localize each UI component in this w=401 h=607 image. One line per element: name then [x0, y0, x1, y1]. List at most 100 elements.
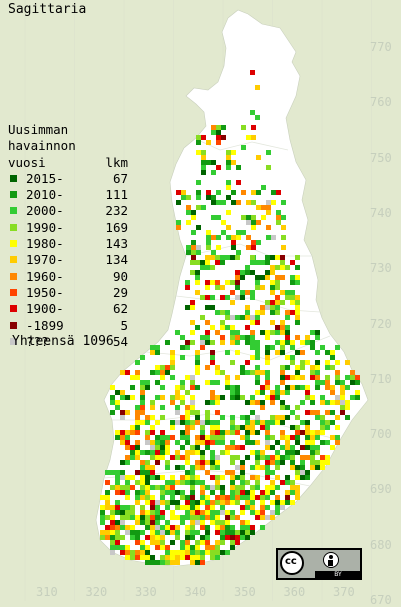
observation-cell: [140, 450, 145, 455]
observation-cell: [240, 335, 245, 340]
observation-cell: [220, 340, 225, 345]
observation-cell: [195, 460, 200, 465]
observation-cell: [105, 470, 110, 475]
observation-cell: [220, 325, 225, 330]
observation-cell: [200, 520, 205, 525]
observation-cell: [285, 455, 290, 460]
observation-cell: [165, 480, 170, 485]
observation-cell: [196, 180, 201, 185]
observation-cell: [355, 380, 360, 385]
observation-cell: [300, 445, 305, 450]
observation-cell: [125, 495, 130, 500]
observation-cell: [226, 155, 231, 160]
observation-cell: [211, 235, 216, 240]
observation-cell: [255, 475, 260, 480]
observation-cell: [285, 365, 290, 370]
observation-cell: [285, 355, 290, 360]
attribution-icon: [323, 552, 339, 568]
observation-cell: [305, 440, 310, 445]
observation-cell: [315, 435, 320, 440]
observation-cell: [235, 340, 240, 345]
observation-cell: [125, 525, 130, 530]
observation-cell: [185, 530, 190, 535]
observation-cell: [275, 305, 280, 310]
observation-cell: [200, 440, 205, 445]
observation-cell: [175, 390, 180, 395]
observation-cell: [160, 475, 165, 480]
observation-cell: [190, 555, 195, 560]
observation-cell: [145, 525, 150, 530]
observation-cell: [195, 350, 200, 355]
observation-cell: [140, 550, 145, 555]
observation-cell: [110, 400, 115, 405]
observation-cell: [185, 450, 190, 455]
observation-cell: [280, 260, 285, 265]
observation-cell: [260, 260, 265, 265]
observation-cell: [186, 250, 191, 255]
observation-cell: [340, 410, 345, 415]
observation-cell: [290, 385, 295, 390]
observation-cell: [250, 110, 255, 115]
observation-cell: [231, 200, 236, 205]
observation-cell: [135, 375, 140, 380]
observation-cell: [275, 285, 280, 290]
observation-cell: [206, 235, 211, 240]
observation-cell: [355, 395, 360, 400]
observation-cell: [215, 310, 220, 315]
observation-cell: [160, 370, 165, 375]
observation-cell: [175, 490, 180, 495]
observation-cell: [220, 485, 225, 490]
observation-cell: [100, 515, 105, 520]
observation-cell: [255, 315, 260, 320]
observation-cell: [160, 435, 165, 440]
observation-cell: [300, 340, 305, 345]
observation-cell: [140, 490, 145, 495]
observation-cell: [265, 475, 270, 480]
observation-cell: [210, 545, 215, 550]
observation-cell: [140, 405, 145, 410]
observation-cell: [110, 410, 115, 415]
observation-cell: [201, 135, 206, 140]
observation-cell: [195, 415, 200, 420]
observation-cell: [266, 150, 271, 155]
observation-cell: [206, 195, 211, 200]
observation-cell: [175, 525, 180, 530]
observation-cell: [250, 395, 255, 400]
observation-cell: [145, 440, 150, 445]
legend-row-count: 134: [105, 252, 128, 268]
observation-cell: [290, 500, 295, 505]
observation-cell: [180, 400, 185, 405]
observation-cell: [115, 390, 120, 395]
observation-cell: [220, 490, 225, 495]
cc-license-badge[interactable]: cc BY: [276, 548, 362, 580]
observation-cell: [245, 530, 250, 535]
observation-cell: [290, 260, 295, 265]
observation-cell: [275, 310, 280, 315]
observation-cell: [270, 445, 275, 450]
observation-cell: [236, 230, 241, 235]
observation-cell: [270, 415, 275, 420]
observation-cell: [100, 520, 105, 525]
observation-cell: [250, 330, 255, 335]
observation-cell: [285, 440, 290, 445]
observation-cell: [300, 475, 305, 480]
observation-cell: [185, 305, 190, 310]
observation-cell: [201, 170, 206, 175]
observation-cell: [210, 360, 215, 365]
observation-cell: [186, 195, 191, 200]
observation-cell: [285, 480, 290, 485]
observation-cell: [330, 420, 335, 425]
observation-cell: [165, 485, 170, 490]
observation-cell: [195, 545, 200, 550]
observation-cell: [285, 500, 290, 505]
observation-cell: [220, 255, 225, 260]
observation-cell: [175, 535, 180, 540]
observation-cell: [295, 320, 300, 325]
observation-cell: [140, 420, 145, 425]
observation-cell: [295, 385, 300, 390]
observation-cell: [195, 260, 200, 265]
observation-cell: [270, 305, 275, 310]
observation-cell: [140, 390, 145, 395]
observation-cell: [230, 415, 235, 420]
observation-cell: [205, 550, 210, 555]
